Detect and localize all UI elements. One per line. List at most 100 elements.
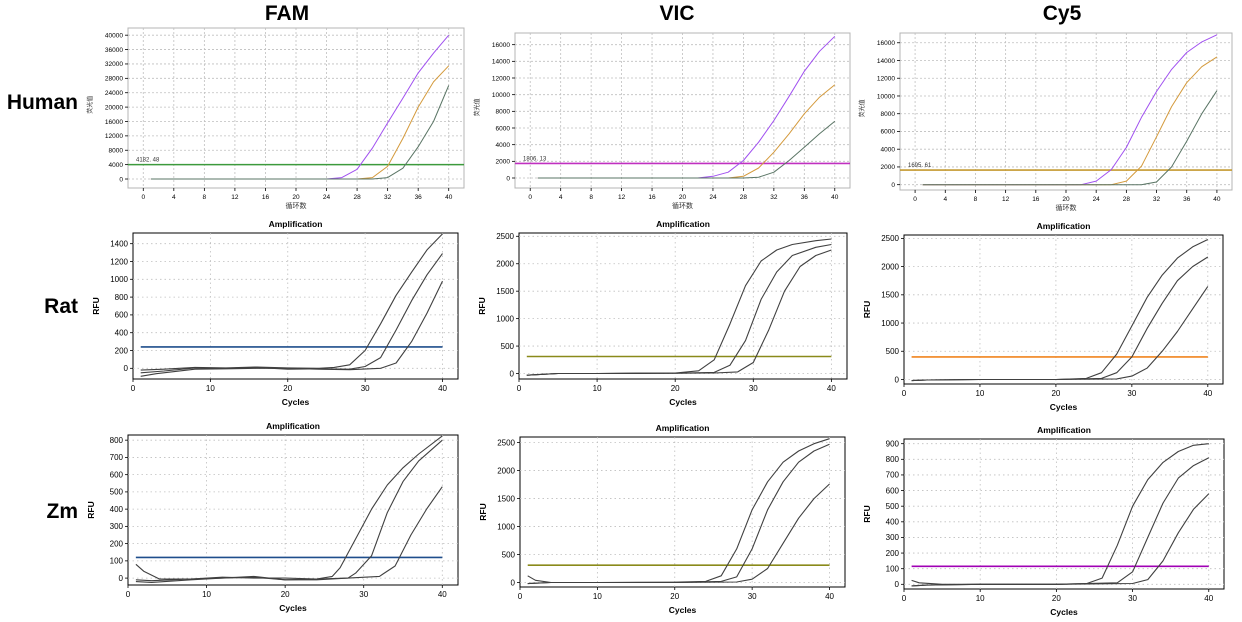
x-tick-label: 30 — [1128, 594, 1137, 603]
amplification-curve-1 — [135, 435, 443, 580]
y-tick-label: 1000 — [497, 522, 515, 531]
x-tick-label: 40 — [831, 194, 839, 201]
x-tick-label: 30 — [748, 592, 757, 601]
x-tick-label: 20 — [679, 194, 687, 201]
plot-area — [519, 436, 846, 588]
y-tick-label: 12000 — [492, 75, 510, 82]
x-tick-label: 24 — [323, 194, 331, 201]
y-tick-label: 200 — [110, 539, 124, 548]
y-tick-label: 1400 — [110, 239, 128, 248]
x-tick-label: 0 — [517, 384, 522, 393]
amplification-curve-3 — [537, 120, 836, 179]
x-tick-label: 32 — [384, 194, 392, 201]
amplification-curve-3 — [911, 286, 1209, 382]
y-tick-label: 0 — [124, 364, 129, 373]
x-tick-label: 8 — [589, 194, 593, 201]
x-tick-label: 8 — [974, 196, 978, 203]
x-tick-label: 10 — [975, 389, 984, 398]
plot-area — [518, 232, 848, 380]
x-tick-label: 20 — [1062, 196, 1070, 203]
x-tick-label: 40 — [1204, 594, 1213, 603]
y-tick-label: 400 — [886, 518, 900, 527]
chart-title: Amplification — [1037, 221, 1091, 231]
x-tick-label: 24 — [709, 194, 717, 201]
y-tick-label: 200 — [115, 346, 129, 355]
x-tick-label: 30 — [749, 384, 758, 393]
y-axis-label: RFU — [862, 505, 872, 522]
row-label-human: Human — [7, 91, 78, 114]
threshold-label: 4182. 48 — [136, 158, 160, 164]
y-tick-label: 12000 — [877, 76, 895, 83]
y-tick-label: 700 — [886, 471, 900, 480]
x-tick-label: 40 — [1213, 196, 1221, 203]
x-tick-label: 36 — [801, 194, 809, 201]
y-tick-label: 100 — [110, 557, 124, 566]
x-tick-label: 40 — [438, 384, 447, 393]
y-tick-label: 32000 — [105, 61, 123, 68]
y-tick-label: 2000 — [496, 159, 511, 166]
y-tick-label: 1000 — [881, 319, 899, 328]
x-tick-label: 20 — [670, 592, 679, 601]
x-tick-label: 0 — [131, 384, 136, 393]
zm-vic-panel: Amplification 0 10 20 30 40 0 500 1000 1500 2000 25… — [478, 423, 846, 615]
x-axis-label: Cycles — [279, 603, 307, 613]
y-tick-label: 10000 — [877, 93, 895, 100]
y-tick-label: 8000 — [496, 109, 511, 116]
y-tick-label: 700 — [110, 453, 124, 462]
x-tick-label: 30 — [1127, 389, 1136, 398]
x-tick-label: 12 — [1002, 196, 1010, 203]
chart-title: Amplification — [656, 423, 710, 433]
x-tick-label: 16 — [262, 194, 270, 201]
rat-cy5-panel: Amplification 0 10 20 30 40 0 500 1000 1500 2000 25… — [862, 221, 1224, 412]
y-tick-label: 0 — [895, 580, 900, 589]
x-tick-label: 32 — [1153, 196, 1161, 203]
y-axis-label: RFU — [91, 297, 101, 314]
y-tick-label: 0 — [510, 369, 515, 378]
plot-area — [903, 234, 1224, 385]
y-tick-label: 6000 — [496, 125, 511, 132]
y-tick-label: 300 — [886, 533, 900, 542]
x-tick-label: 4 — [943, 196, 947, 203]
y-tick-label: 500 — [886, 502, 900, 511]
y-tick-label: 0 — [506, 175, 510, 182]
y-tick-label: 100 — [886, 564, 900, 573]
y-tick-label: 600 — [886, 486, 900, 495]
y-tick-label: 900 — [886, 439, 900, 448]
x-tick-label: 36 — [1183, 196, 1191, 203]
y-tick-label: 2000 — [496, 260, 514, 269]
amplification-curve-2 — [922, 56, 1218, 186]
y-tick-label: 8000 — [109, 148, 124, 155]
column-header-fam: FAM — [265, 2, 309, 25]
column-header-cy5: Cy5 — [1043, 2, 1082, 25]
amplification-curve-3 — [911, 493, 1210, 587]
y-tick-label: 2000 — [881, 262, 899, 271]
y-axis-label: 荧光值 — [858, 99, 866, 117]
threshold-label: 1695. 61 — [908, 163, 932, 169]
x-axis-label: 循环数 — [286, 201, 307, 210]
y-tick-label: 0 — [119, 176, 123, 183]
x-tick-label: 28 — [1123, 196, 1131, 203]
y-tick-label: 400 — [115, 329, 129, 338]
x-axis-label: Cycles — [1050, 607, 1078, 617]
x-tick-label: 10 — [976, 594, 985, 603]
x-tick-label: 10 — [593, 592, 602, 601]
x-tick-label: 40 — [827, 384, 836, 393]
y-tick-label: 800 — [886, 455, 900, 464]
y-tick-label: 1500 — [881, 291, 899, 300]
human-cy5-panel: 0 4 8 12 16 20 24 28 32 36 40 0 2000 4000 6000 8000 1000… — [858, 32, 1233, 212]
y-tick-label: 2500 — [881, 234, 899, 243]
y-tick-label: 2500 — [497, 438, 515, 447]
x-tick-label: 20 — [283, 384, 292, 393]
x-tick-label: 12 — [231, 194, 239, 201]
x-tick-label: 0 — [902, 594, 907, 603]
y-tick-label: 1500 — [497, 494, 515, 503]
x-tick-label: 30 — [361, 384, 370, 393]
amplification-curve-3 — [526, 249, 832, 376]
y-tick-label: 10000 — [492, 92, 510, 99]
y-tick-label: 28000 — [105, 76, 123, 83]
y-tick-label: 14000 — [492, 59, 510, 66]
x-axis-label: 循环数 — [1056, 203, 1077, 212]
amplification-curve-3 — [150, 85, 450, 180]
y-tick-label: 600 — [110, 470, 124, 479]
